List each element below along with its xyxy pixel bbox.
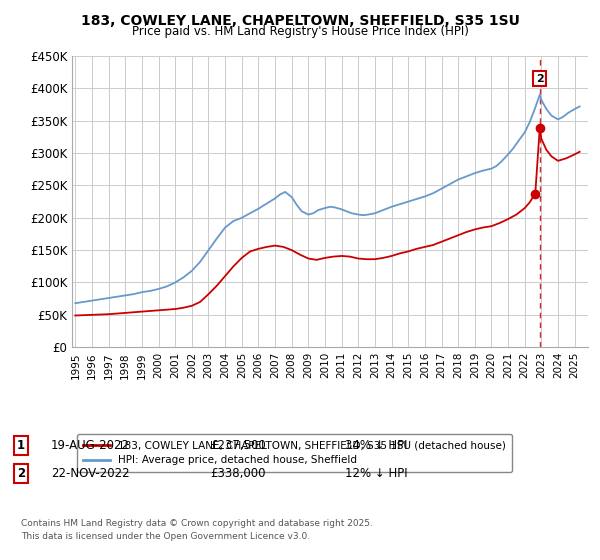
Text: 22-NOV-2022: 22-NOV-2022: [51, 466, 130, 480]
Text: 34% ↓ HPI: 34% ↓ HPI: [345, 438, 407, 452]
Text: Price paid vs. HM Land Registry's House Price Index (HPI): Price paid vs. HM Land Registry's House …: [131, 25, 469, 38]
Legend: 183, COWLEY LANE, CHAPELTOWN, SHEFFIELD, S35 1SU (detached house), HPI: Average : 183, COWLEY LANE, CHAPELTOWN, SHEFFIELD,…: [77, 434, 512, 472]
Text: This data is licensed under the Open Government Licence v3.0.: This data is licensed under the Open Gov…: [21, 532, 310, 541]
Text: 2: 2: [536, 74, 544, 83]
Text: 19-AUG-2022: 19-AUG-2022: [51, 438, 130, 452]
Text: £338,000: £338,000: [210, 466, 265, 480]
Text: 12% ↓ HPI: 12% ↓ HPI: [345, 466, 407, 480]
Text: 1: 1: [17, 438, 25, 452]
Text: 183, COWLEY LANE, CHAPELTOWN, SHEFFIELD, S35 1SU: 183, COWLEY LANE, CHAPELTOWN, SHEFFIELD,…: [80, 14, 520, 28]
Text: 2: 2: [17, 466, 25, 480]
Text: £237,500: £237,500: [210, 438, 266, 452]
Text: Contains HM Land Registry data © Crown copyright and database right 2025.: Contains HM Land Registry data © Crown c…: [21, 519, 373, 528]
